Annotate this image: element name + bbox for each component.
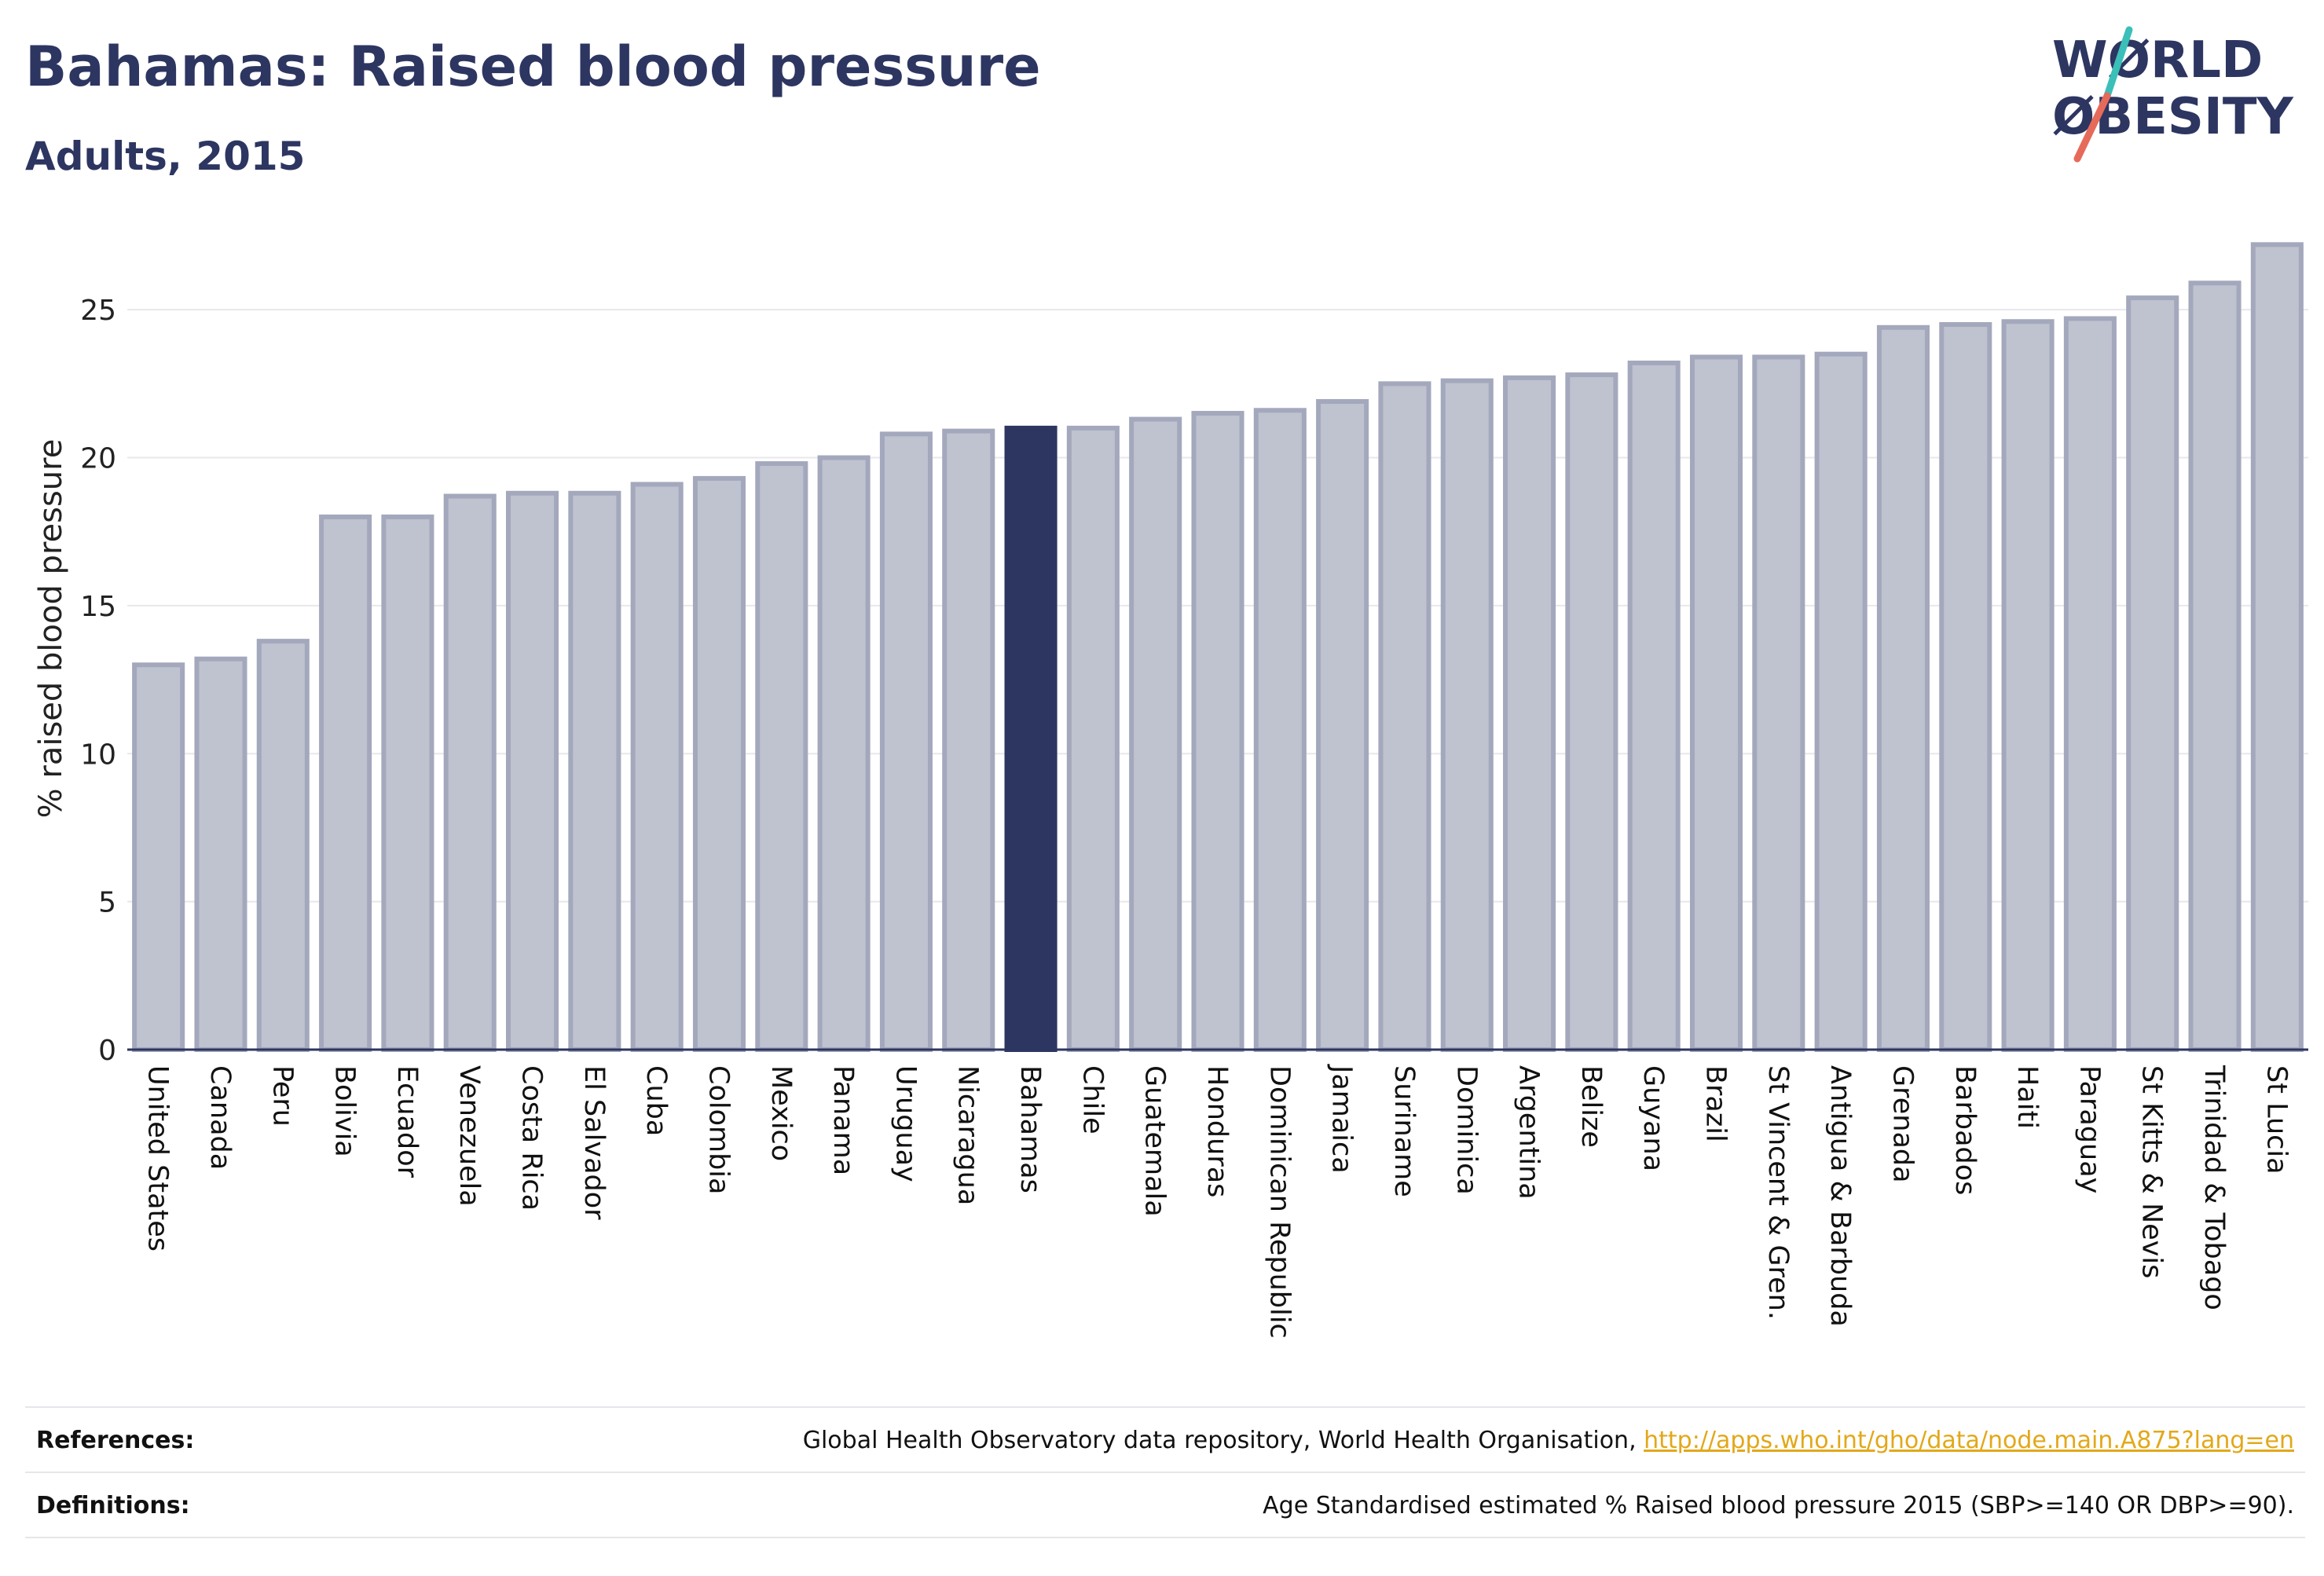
bar [194, 656, 247, 1052]
x-tick-label: Argentina [1513, 1065, 1545, 1200]
x-tick-label: St Vincent & Gren. [1762, 1065, 1794, 1320]
bar [1689, 354, 1743, 1052]
bar [1378, 381, 1431, 1052]
bar [2063, 316, 2117, 1052]
bar [1627, 360, 1681, 1052]
bar [1752, 354, 1805, 1052]
references-text: Global Health Observatory data repositor… [802, 1427, 1644, 1454]
x-tick-label: El Salvador [578, 1065, 610, 1220]
x-tick-label: Bolivia [329, 1065, 361, 1157]
y-tick-label: 0 [98, 1035, 116, 1067]
bar [1440, 378, 1494, 1052]
x-tick-label: Jamaica [1326, 1064, 1358, 1174]
x-tick-label: Belize [1575, 1065, 1607, 1148]
bar [1066, 425, 1120, 1052]
x-tick-label: Barbados [1949, 1065, 1981, 1195]
footer-divider [25, 1537, 2305, 1538]
bar [942, 428, 995, 1052]
x-tick-label: Mexico [765, 1065, 797, 1161]
chart-title: Bahamas: Raised blood pressure [25, 35, 1041, 99]
bar-chart: 0 5 10 15 20 25 United States Canada Peru Bolivia… [33, 242, 2308, 1339]
x-tick-label: Ecuador [391, 1065, 423, 1178]
bar [1876, 324, 1930, 1052]
bar [817, 455, 871, 1052]
x-tick-label: Colombia [702, 1065, 734, 1194]
bar [879, 431, 933, 1052]
x-tick-label: Uruguay [889, 1065, 921, 1182]
logo-slash-bottom-icon [2073, 92, 2111, 163]
references-link[interactable]: http://apps.who.int/gho/data/node.main.A… [1644, 1427, 2294, 1454]
bar [381, 514, 434, 1052]
definitions-value: Age Standardised estimated % Raised bloo… [1263, 1492, 2294, 1519]
y-tick-label: 10 [80, 739, 116, 771]
x-tick-label: United States [142, 1065, 174, 1252]
bar [630, 482, 684, 1052]
bar [2250, 242, 2304, 1053]
x-tick-label: Paraguay [2073, 1065, 2105, 1193]
bar-highlighted [1004, 425, 1058, 1052]
bar [2188, 280, 2242, 1052]
x-tick-label: Canada [204, 1065, 236, 1170]
x-tick-label: Dominica [1450, 1065, 1482, 1195]
bar [1565, 372, 1618, 1052]
definitions-row: Definitions: Age Standardised estimated … [25, 1472, 2305, 1538]
y-tick-label: 20 [80, 443, 116, 475]
definitions-label: Definitions: [36, 1492, 190, 1519]
chart-subtitle: Adults, 2015 [25, 134, 306, 179]
x-tick-label: Haiti [2011, 1065, 2043, 1129]
bar [1814, 351, 1868, 1052]
x-tick-label: Brazil [1700, 1065, 1732, 1142]
bar [1503, 375, 1556, 1052]
x-tick-label: Chile [1076, 1065, 1108, 1134]
x-tick-label: Guyana [1637, 1065, 1669, 1171]
logo-slash-top-icon [2103, 26, 2133, 100]
bars [132, 242, 2304, 1053]
references-value: Global Health Observatory data repositor… [803, 1427, 2294, 1454]
x-tick-label: Bahamas [1014, 1065, 1046, 1193]
bar [1316, 398, 1369, 1052]
bar [443, 493, 497, 1052]
x-tick-label: Dominican Republic [1263, 1065, 1295, 1339]
y-tick-label: 25 [80, 295, 116, 327]
bar [692, 475, 746, 1052]
y-axis-label: % raised blood pressure [33, 439, 69, 819]
x-tick-label: Peru [266, 1065, 298, 1127]
y-tick-label: 15 [80, 591, 116, 623]
bar [132, 662, 185, 1052]
bar [2126, 295, 2179, 1052]
bar [755, 461, 808, 1052]
bar [506, 490, 559, 1052]
x-tick-label: Antigua & Barbuda [1824, 1065, 1856, 1327]
bar [1129, 416, 1182, 1052]
x-tick-label: Nicaragua [952, 1065, 984, 1205]
world-obesity-logo: WØRLD ØBESITY [2052, 26, 2293, 163]
bar [568, 490, 621, 1052]
y-tick-label: 5 [98, 887, 116, 919]
bar [256, 639, 310, 1052]
references-row: References: Global Health Observatory da… [25, 1406, 2305, 1472]
references-label: References: [36, 1427, 195, 1454]
bar [2001, 319, 2055, 1052]
bar [1939, 322, 1992, 1052]
x-tick-label: Trinidad & Tobago [2198, 1065, 2230, 1310]
x-tick-label: St Lucia [2260, 1065, 2292, 1175]
x-tick-label: Cuba [640, 1065, 672, 1136]
x-tick-label: Panama [827, 1065, 859, 1175]
x-tick-label: Grenada [1886, 1065, 1918, 1183]
x-tick-label: Honduras [1201, 1065, 1233, 1197]
x-tick-label: Costa Rica [516, 1065, 548, 1211]
x-tick-label: St Kitts & Nevis [2136, 1065, 2168, 1278]
logo-line-2: ØBESITY [2052, 88, 2293, 146]
x-tick-label: Guatemala [1139, 1065, 1171, 1217]
logo-line-1: WØRLD [2052, 31, 2263, 90]
x-tick-label: Suriname [1388, 1065, 1420, 1197]
bar [319, 514, 372, 1052]
bar [1191, 411, 1244, 1052]
x-tick-label: Venezuela [453, 1065, 485, 1207]
axes: 0 5 10 15 20 25 United States Canada Peru Bolivia… [80, 295, 2308, 1339]
bar [1253, 408, 1307, 1052]
